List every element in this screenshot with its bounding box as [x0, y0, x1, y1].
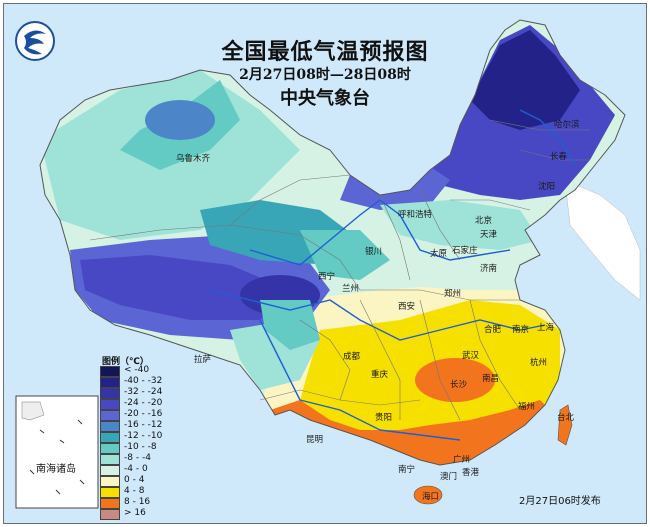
legend-row: -4 - 0 — [100, 464, 170, 476]
city-label: 成都 — [343, 352, 361, 362]
city-label: 广州 — [453, 455, 471, 465]
city-label: 福州 — [518, 402, 536, 412]
legend-label: -8 - -4 — [124, 453, 151, 463]
time-range: 2月27日08时—28日08时 — [239, 67, 411, 83]
city-label: 昆明 — [306, 435, 324, 445]
city-label: 兰州 — [342, 284, 360, 294]
province-borders — [89, 119, 590, 421]
legend: 图例（℃） < -40 -40 - -32 -32 - -24 -24 - -20 -2… — [100, 354, 164, 520]
legend-row: -32 - -24 — [100, 387, 170, 399]
city-label: 贵阳 — [375, 413, 393, 423]
legend-row: 4 - 8 — [100, 486, 170, 498]
legend-swatch — [100, 410, 120, 421]
legend-swatch — [100, 509, 120, 520]
inset-island-marks — [29, 419, 85, 495]
legend-row: -24 - -20 — [100, 398, 170, 410]
city-label: 银川 — [365, 247, 383, 257]
city-label: 呼和浩特 — [398, 210, 433, 220]
hainan — [413, 485, 443, 505]
legend-label: 8 - 16 — [124, 497, 151, 507]
legend-title: 图例（℃） — [102, 357, 149, 367]
city-label: 天津 — [480, 230, 498, 240]
city-label: 长沙 — [450, 380, 468, 390]
legend-swatch — [100, 443, 120, 454]
city-label: 上海 — [537, 323, 555, 333]
city-label: 南昌 — [482, 374, 500, 384]
legend-swatch — [100, 454, 120, 465]
city-label: 北京 — [475, 216, 493, 226]
city-label: 南京 — [512, 325, 530, 335]
taiwan — [557, 404, 573, 446]
rivers — [209, 109, 576, 441]
city-label: 长春 — [550, 152, 568, 162]
issued-time: 2月27日06时发布 — [519, 496, 601, 507]
legend-label: -12 - -10 — [124, 431, 163, 441]
legend-label: -24 - -20 — [124, 398, 163, 408]
legend-row: 0 - 4 — [100, 475, 170, 487]
city-label: 西安 — [398, 302, 416, 312]
legend-row: -16 - -12 — [100, 420, 170, 432]
legend-swatch — [100, 487, 120, 498]
legend-row: -8 - -4 — [100, 453, 170, 465]
legend-row: < -40 — [100, 365, 170, 377]
city-label: 乌鲁木齐 — [176, 154, 211, 164]
legend-swatch — [100, 465, 120, 476]
city-label: 拉萨 — [194, 355, 212, 365]
legend-swatch — [100, 377, 120, 388]
legend-row: -10 - -8 — [100, 442, 170, 454]
city-label: 澳门 — [440, 472, 458, 482]
korea-japan-landmass — [564, 179, 641, 301]
legend-row: -20 - -16 — [100, 409, 170, 421]
city-label: 西宁 — [318, 272, 336, 282]
legend-label: 4 - 8 — [124, 486, 145, 496]
city-label: 太原 — [430, 249, 448, 259]
legend-swatch — [100, 421, 120, 432]
map-title: 全国最低气温预报图 — [221, 39, 429, 65]
legend-label: -40 - -32 — [124, 376, 163, 386]
legend-swatch — [100, 432, 120, 443]
china-outline — [39, 19, 626, 466]
legend-label: 0 - 4 — [124, 475, 145, 485]
city-label: 香港 — [462, 468, 480, 478]
city-label: 重庆 — [371, 370, 389, 380]
city-label: 海口 — [422, 492, 440, 502]
legend-swatch — [100, 366, 120, 377]
city-label: 武汉 — [462, 351, 480, 361]
city-label: 哈尔滨 — [554, 120, 580, 130]
legend-swatch — [100, 388, 120, 399]
legend-label: -16 - -12 — [124, 420, 163, 430]
legend-row: -40 - -32 — [100, 376, 170, 388]
cma-logo-icon — [15, 21, 55, 61]
legend-label: > 16 — [124, 508, 146, 518]
agency-name: 中央气象台 — [280, 88, 370, 109]
legend-label: -20 - -16 — [124, 409, 163, 419]
legend-row: 8 - 16 — [100, 497, 170, 509]
inset-label: 南海诸岛 — [36, 464, 76, 475]
city-label: 南宁 — [398, 465, 416, 475]
legend-label: -32 - -24 — [124, 387, 163, 397]
city-label: 郑州 — [444, 289, 462, 299]
city-label: 沈阳 — [538, 182, 556, 192]
city-label: 杭州 — [530, 358, 548, 368]
city-label: 石家庄 — [452, 246, 478, 256]
legend-label: -10 - -8 — [124, 442, 157, 452]
inset-land — [21, 401, 45, 421]
legend-swatch — [100, 476, 120, 487]
legend-swatch — [100, 498, 120, 509]
city-label: 济南 — [480, 264, 498, 274]
city-label: 台北 — [557, 413, 575, 423]
legend-label: < -40 — [124, 365, 150, 375]
legend-label: -4 - 0 — [124, 464, 148, 474]
legend-row: -12 - -10 — [100, 431, 170, 443]
legend-swatch — [100, 399, 120, 410]
legend-row: > 16 — [100, 508, 170, 520]
city-label: 合肥 — [484, 325, 502, 335]
